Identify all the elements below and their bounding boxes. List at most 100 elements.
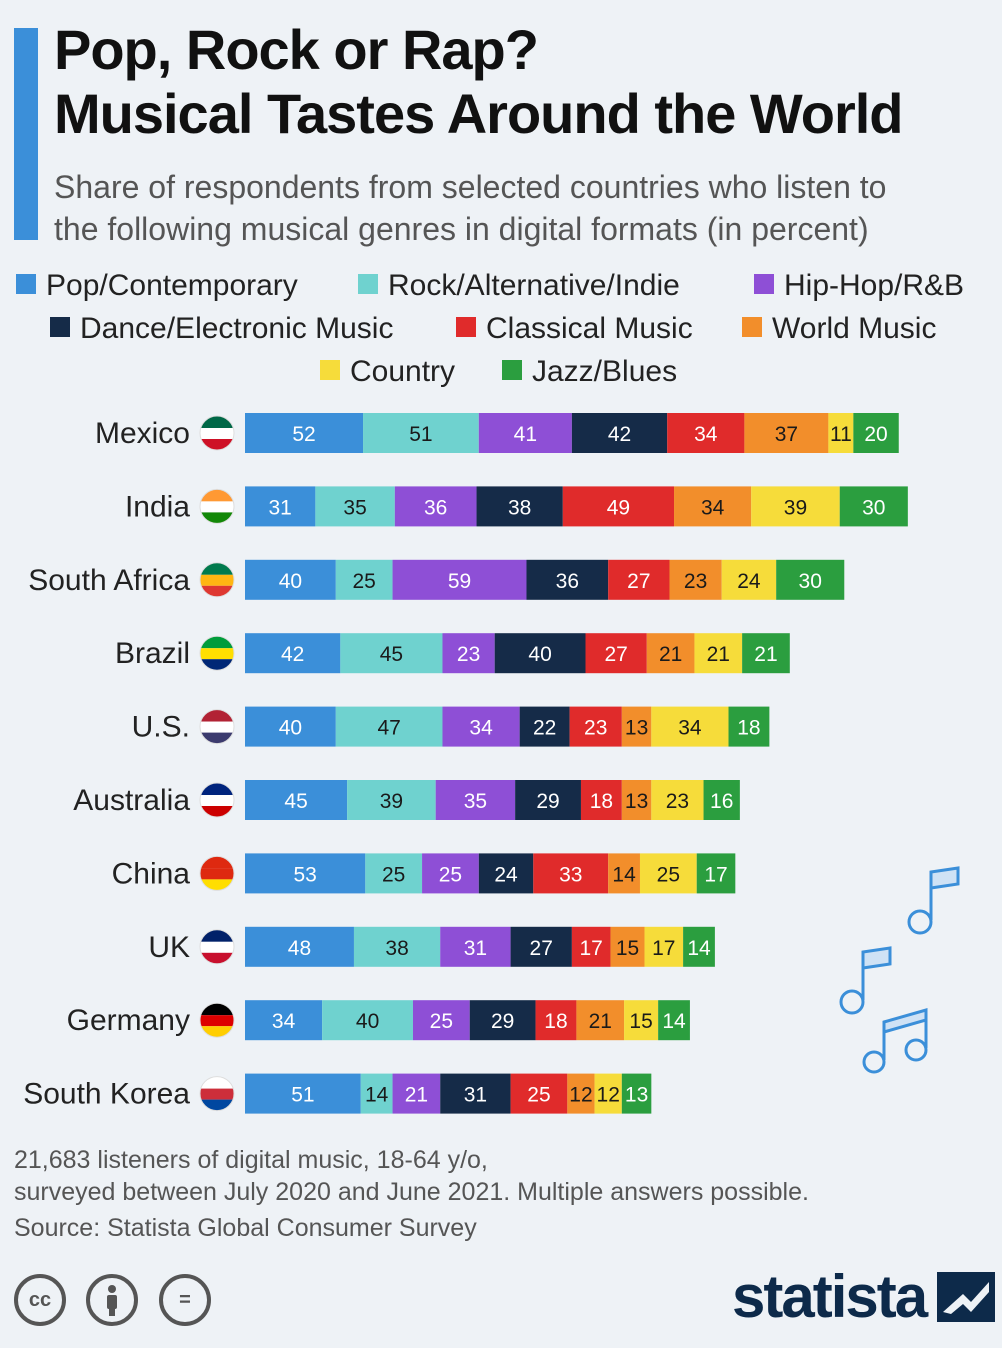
bar-segment-u-s-country [651, 706, 729, 747]
data-label-uk-classical-music: 17 [579, 937, 602, 960]
legend-item-jazz: Jazz/Blues [502, 352, 677, 392]
logo-wordmark: statista [732, 1263, 928, 1330]
data-label-uk-pop-contemporary: 48 [288, 937, 311, 960]
survey-note-line-2: surveyed between July 2020 and June 2021… [14, 1178, 809, 1206]
legend-swatch-hiphop [754, 274, 774, 295]
bar-segment-india-hip-hop-r-b [394, 486, 477, 527]
attribution-icon[interactable] [86, 1274, 139, 1326]
bar-segment-brazil-pop-contemporary [245, 633, 341, 674]
flag-china-icon [199, 855, 235, 891]
flag-uk-icon [199, 929, 235, 965]
title-line-2: Musical Tastes Around the World [54, 82, 904, 145]
legend-swatch-country [320, 360, 340, 381]
bar-segment-germany-classical-music [535, 1000, 577, 1041]
bar-segment-south-africa-hip-hop-r-b [392, 559, 527, 600]
data-label-u-s-rock-alternative-indie: 47 [377, 717, 400, 740]
bar-segment-germany-rock-alternative-indie [322, 1000, 413, 1041]
bar-segment-germany-world-music [576, 1000, 625, 1041]
person-icon [107, 1285, 118, 1316]
data-label-u-s-country: 34 [678, 717, 702, 740]
bar-segment-germany-jazz-blues [658, 1000, 690, 1041]
no-derivatives-icon[interactable]: = [158, 1274, 211, 1326]
statista-logo[interactable]: statista [732, 1262, 995, 1332]
data-label-australia-world-music: 13 [625, 790, 648, 813]
flag-brazil-icon [199, 635, 235, 671]
data-label-uk-hip-hop-r-b: 31 [464, 937, 487, 960]
country-label-india: India [125, 490, 190, 523]
bar-segment-australia-classical-music [580, 780, 622, 820]
legend-label-rock: Rock/Alternative/Indie [388, 269, 680, 302]
bar-segment-australia-hip-hop-r-b [435, 780, 516, 820]
data-label-south-africa-pop-contemporary: 40 [279, 570, 302, 593]
data-label-south-korea-world-music: 12 [569, 1084, 592, 1107]
subtitle-line-2: the following musical genres in digital … [54, 211, 869, 247]
country-label-u-s: U.S. [132, 711, 190, 744]
bar-segment-south-africa-dance-electronic-music [526, 559, 609, 600]
data-label-south-africa-hip-hop-r-b: 59 [448, 570, 471, 593]
bar-segment-south-africa-rock-alternative-indie [335, 559, 393, 600]
bar-segment-china-jazz-blues [696, 853, 736, 894]
data-label-india-pop-contemporary: 31 [269, 496, 292, 519]
data-label-mexico-classical-music: 34 [694, 423, 718, 446]
flag-india-icon [199, 488, 235, 524]
bar-segment-mexico-dance-electronic-music [571, 413, 668, 453]
legend-swatch-rock [358, 274, 378, 295]
legend-item-classical: Classical Music [456, 309, 693, 349]
country-label-uk: UK [148, 931, 190, 964]
legend-label-world: World Music [772, 312, 937, 345]
bar-segment-china-pop-contemporary [245, 853, 366, 894]
legend: Pop/Contemporary Rock/Alternative/Indie … [0, 266, 1002, 396]
bar-segment-uk-jazz-blues [683, 926, 715, 967]
data-label-brazil-jazz-blues: 21 [754, 643, 777, 666]
bar-segment-uk-dance-electronic-music [510, 926, 572, 967]
data-label-south-africa-world-music: 23 [684, 570, 707, 593]
legend-item-hiphop: Hip-Hop/R&B [754, 266, 964, 306]
bar-segment-u-s-classical-music [569, 706, 622, 747]
creative-commons-icon[interactable]: cc [14, 1274, 66, 1326]
legend-label-country: Country [350, 355, 456, 388]
data-label-south-korea-dance-electronic-music: 31 [464, 1084, 487, 1107]
data-label-germany-pop-contemporary: 34 [272, 1010, 296, 1033]
data-label-mexico-jazz-blues: 20 [864, 423, 887, 446]
bar-segment-germany-hip-hop-r-b [412, 1000, 470, 1041]
data-label-south-korea-pop-contemporary: 51 [291, 1084, 314, 1107]
legend-swatch-classical [456, 317, 476, 338]
survey-note-line-1: 21,683 listeners of digital music, 18-64… [14, 1146, 488, 1174]
data-label-germany-world-music: 21 [589, 1010, 612, 1033]
bar-segment-u-s-jazz-blues [728, 706, 770, 747]
data-label-u-s-pop-contemporary: 40 [279, 717, 302, 740]
bar-segment-south-korea-dance-electronic-music [440, 1073, 511, 1114]
music-notes-icon [839, 866, 960, 1074]
data-label-australia-pop-contemporary: 45 [284, 790, 307, 813]
bar-segment-brazil-dance-electronic-music [494, 633, 586, 674]
bar-segment-mexico-jazz-blues [853, 413, 899, 453]
data-label-mexico-hip-hop-r-b: 41 [514, 423, 537, 446]
bar-segment-u-s-dance-electronic-music [519, 706, 570, 747]
data-label-mexico-pop-contemporary: 52 [292, 423, 315, 446]
data-label-germany-country: 15 [629, 1010, 652, 1033]
data-label-germany-jazz-blues: 14 [662, 1010, 686, 1033]
bar-segment-south-korea-rock-alternative-indie [360, 1073, 393, 1114]
bar-segment-china-hip-hop-r-b [422, 853, 479, 894]
bar-segment-australia-country [651, 780, 704, 820]
data-label-australia-jazz-blues: 16 [710, 790, 733, 813]
data-label-south-korea-hip-hop-r-b: 21 [405, 1084, 428, 1107]
bar-segment-uk-rock-alternative-indie [353, 926, 441, 967]
data-label-mexico-rock-alternative-indie: 51 [409, 423, 432, 446]
data-label-india-jazz-blues: 30 [862, 496, 885, 519]
bar-segment-mexico-classical-music [667, 413, 745, 453]
data-label-india-classical-music: 49 [607, 496, 630, 519]
data-label-australia-dance-electronic-music: 29 [536, 790, 559, 813]
data-label-india-rock-alternative-indie: 35 [343, 496, 366, 519]
data-label-china-country: 25 [657, 863, 680, 886]
bar-segment-u-s-pop-contemporary [245, 706, 336, 747]
legend-swatch-dance [50, 317, 70, 338]
data-label-uk-dance-electronic-music: 27 [530, 937, 553, 960]
data-label-south-africa-rock-alternative-indie: 25 [352, 570, 375, 593]
country-label-south-korea: South Korea [23, 1078, 190, 1111]
bar-segment-brazil-world-music [646, 633, 695, 674]
legend-label-jazz: Jazz/Blues [532, 355, 678, 388]
bar-segment-australia-dance-electronic-music [515, 780, 581, 820]
data-label-south-korea-classical-music: 25 [527, 1084, 550, 1107]
data-label-china-rock-alternative-indie: 25 [382, 863, 405, 886]
